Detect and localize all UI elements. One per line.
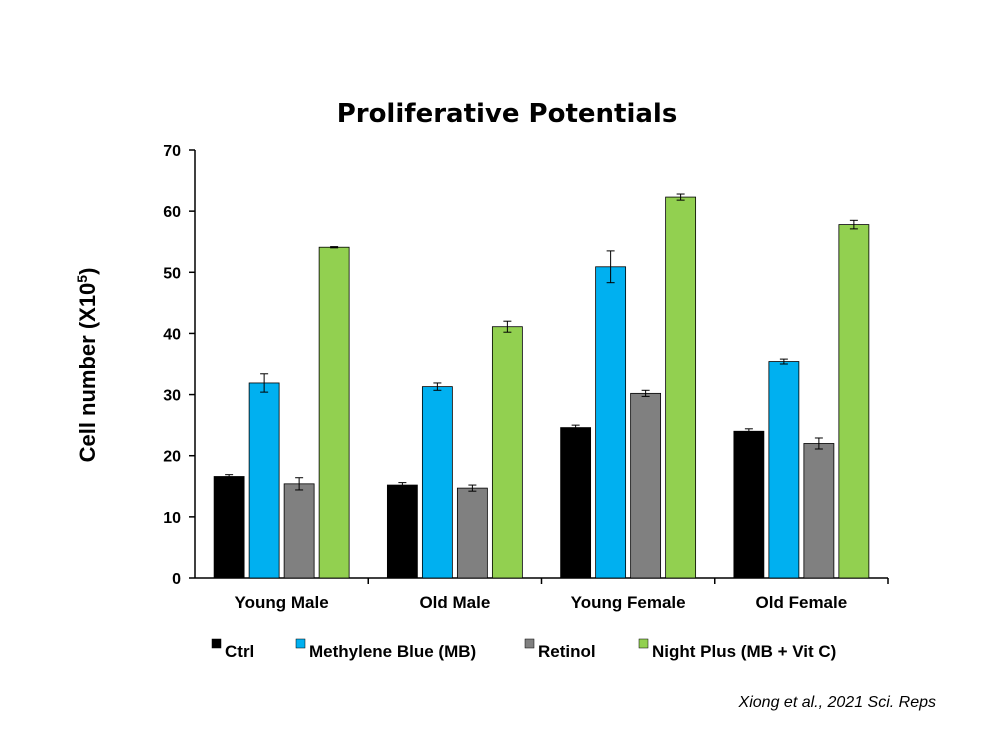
y-tick-label: 40 — [163, 326, 181, 343]
bar — [213, 476, 245, 579]
bar — [595, 266, 627, 579]
bar — [733, 430, 765, 579]
legend: Ctrl Methylene Blue (MB) Retinol Night Plus… — [211, 638, 836, 661]
legend-label: Retinol — [538, 642, 596, 661]
x-category-label: Old Male — [419, 593, 490, 612]
bar — [283, 483, 315, 579]
bar — [630, 392, 662, 579]
y-tick-label: 20 — [163, 449, 181, 466]
legend-label: Ctrl — [225, 642, 254, 661]
plot-area: 0 10 20 30 40 50 60 70 Young Male Old Male Young F… — [163, 143, 889, 612]
y-tick-label: 60 — [163, 204, 181, 221]
bar — [560, 427, 592, 579]
bar — [386, 484, 418, 579]
y-axis-title: Cell number (X105) — [74, 268, 100, 463]
y-tick-label: 30 — [163, 388, 181, 405]
bar — [491, 326, 523, 579]
x-category-label: Young Female — [571, 593, 686, 612]
x-category-label: Old Female — [756, 593, 848, 612]
legend-swatch — [211, 638, 222, 649]
legend-swatch — [524, 638, 535, 649]
citation: Xiong et al., 2021 Sci. Reps — [738, 694, 936, 711]
bar — [665, 196, 697, 579]
legend-swatch — [638, 638, 649, 649]
chart-title: Proliferative Potentials — [337, 99, 678, 129]
y-tick-label: 0 — [172, 571, 181, 588]
bar — [248, 382, 280, 579]
x-category-label: Young Male — [235, 593, 329, 612]
bar — [421, 386, 453, 579]
legend-label: Night Plus (MB + Vit C) — [652, 642, 836, 661]
y-tick-label: 50 — [163, 265, 181, 282]
bar — [838, 224, 870, 579]
y-tick-label: 70 — [163, 143, 181, 160]
legend-label: Methylene Blue (MB) — [309, 642, 476, 661]
bar — [318, 246, 350, 579]
bar — [768, 361, 800, 579]
bar — [456, 487, 488, 579]
y-tick-label: 10 — [163, 510, 181, 527]
legend-swatch — [295, 638, 306, 649]
bar — [803, 443, 835, 579]
